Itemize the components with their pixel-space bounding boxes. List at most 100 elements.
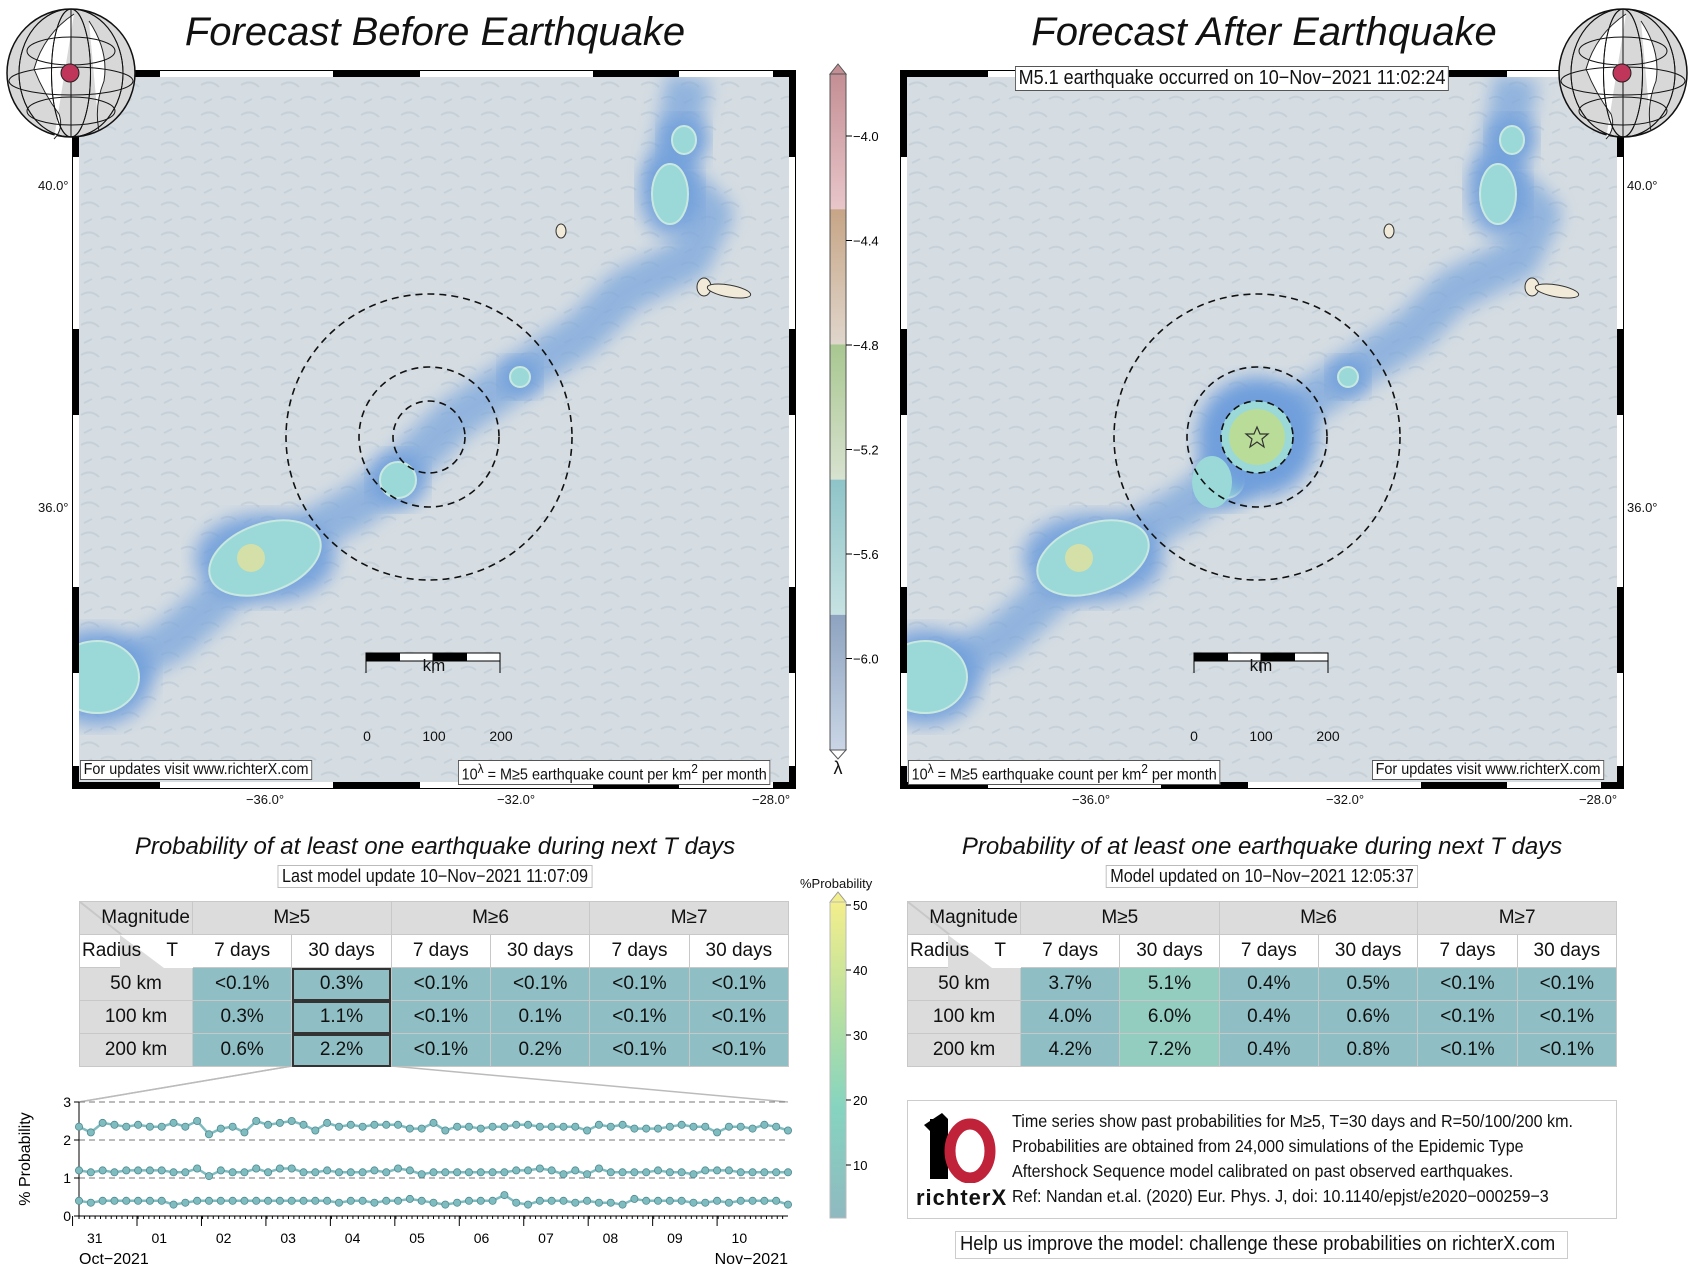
right-prob-title: Probability of at least one earthquake d… [961, 833, 1563, 860]
scale-unit: km [1249, 656, 1273, 675]
data-point [772, 1196, 781, 1205]
table-row: 100 km 4.0% 6.0% 0.4% 0.6% <0.1% <0.1% [907, 1000, 1618, 1034]
data-point [689, 1122, 698, 1131]
colorbar-tick-label: −5.2 [853, 443, 879, 458]
probability-cell[interactable]: 0.4% [1218, 967, 1319, 1001]
data-point [110, 1120, 119, 1129]
data-point [736, 1168, 745, 1177]
epicenter-star-icon [1244, 425, 1270, 449]
probability-cell[interactable]: <0.1% [1516, 1000, 1618, 1034]
probability-cell[interactable]: 0.8% [1317, 1033, 1419, 1067]
data-point [75, 1122, 84, 1131]
probability-cell[interactable]: 0.3% [291, 967, 392, 1001]
radius-label: 200 km [79, 1033, 193, 1067]
data-point [476, 1168, 485, 1177]
data-point [169, 1118, 178, 1127]
data-point [665, 1196, 674, 1205]
probability-cell[interactable]: <0.1% [688, 1000, 790, 1034]
probability-cell[interactable]: <0.1% [1516, 967, 1618, 1001]
data-point [654, 1166, 663, 1175]
probability-cell[interactable]: <0.1% [688, 1033, 790, 1067]
data-point [216, 1196, 225, 1205]
data-point [370, 1166, 379, 1175]
probability-cell[interactable]: 7.2% [1119, 1033, 1220, 1067]
data-point [760, 1120, 769, 1129]
data-point [571, 1122, 580, 1131]
activity-zone [1499, 125, 1525, 155]
probability-cell[interactable]: <0.1% [1417, 1000, 1518, 1034]
data-point [642, 1196, 651, 1205]
probability-cell[interactable]: <0.1% [390, 967, 491, 1001]
probability-cell[interactable]: <0.1% [589, 1033, 690, 1067]
data-point [157, 1166, 166, 1175]
probability-cell[interactable]: 0.4% [1218, 1033, 1319, 1067]
data-point [181, 1198, 190, 1207]
lat-label-right-40: 40.0° [1627, 178, 1658, 193]
period-header: 7 days [191, 934, 293, 968]
probability-cell[interactable]: 0.6% [191, 1033, 293, 1067]
data-point [464, 1168, 473, 1177]
help-link[interactable]: Help us improve the model: challenge the… [955, 1231, 1568, 1259]
data-point [216, 1166, 225, 1175]
period-header: 30 days [1516, 934, 1618, 968]
probability-cell[interactable]: <0.1% [390, 1033, 491, 1067]
frame-tick [901, 587, 907, 674]
probability-cell[interactable]: 6.0% [1119, 1000, 1220, 1034]
probability-cell[interactable]: <0.1% [688, 967, 790, 1001]
probability-cell[interactable]: <0.1% [390, 1000, 491, 1034]
data-point [264, 1120, 273, 1129]
data-point [169, 1200, 178, 1209]
y-tick-label: 3 [63, 1094, 71, 1110]
probability-cell[interactable]: 1.1% [291, 1000, 392, 1034]
island [706, 283, 752, 299]
probability-cell[interactable]: <0.1% [1516, 1033, 1618, 1067]
probability-cell[interactable]: 0.4% [1218, 1000, 1319, 1034]
radius-label: 50 km [79, 967, 193, 1001]
period-header: 7 days [1218, 934, 1319, 968]
data-point [382, 1168, 391, 1177]
probability-cell[interactable]: <0.1% [589, 1000, 690, 1034]
data-point [630, 1124, 639, 1133]
probability-cell[interactable]: 4.0% [1019, 1000, 1121, 1034]
data-point [559, 1122, 568, 1131]
x-tick-label: 31 [87, 1230, 103, 1246]
data-point [334, 1168, 343, 1177]
colorbar-min-arrow [828, 749, 848, 760]
probability-cell[interactable]: <0.1% [1417, 967, 1518, 1001]
radius-circle-200km [285, 293, 573, 581]
probability-cell[interactable]: 0.1% [489, 1000, 591, 1034]
data-point [204, 1196, 213, 1205]
data-point [134, 1196, 143, 1205]
data-point [488, 1168, 497, 1177]
probability-cell[interactable]: 0.5% [1317, 967, 1419, 1001]
probability-cell[interactable]: <0.1% [191, 967, 293, 1001]
right-forecast-map [907, 77, 1617, 782]
frame-tick [789, 329, 795, 416]
data-point [323, 1118, 332, 1127]
probability-cell[interactable]: <0.1% [489, 967, 591, 1001]
probability-cell[interactable]: <0.1% [1417, 1033, 1518, 1067]
probability-cell[interactable]: 0.3% [191, 1000, 293, 1034]
probability-cell[interactable]: 4.2% [1019, 1033, 1121, 1067]
x-tick-label: 04 [345, 1230, 361, 1246]
data-point [252, 1164, 261, 1173]
x-tick-label: 01 [151, 1230, 167, 1246]
probability-cell[interactable]: 5.1% [1119, 967, 1220, 1001]
data-point [193, 1117, 202, 1126]
colorbar-tick-label: −6.0 [853, 652, 879, 667]
probability-cell[interactable]: 0.2% [489, 1033, 591, 1067]
scale-bar-segment [1193, 652, 1228, 662]
info-box: richterX Time series show past probabili… [907, 1100, 1617, 1219]
prob-colorbar-title: %Probability [800, 876, 873, 891]
high-activity-spot [237, 544, 265, 572]
frame-tick [901, 766, 907, 788]
right-updates-note: For updates visit www.richterX.com [1372, 760, 1605, 780]
probability-cell[interactable]: <0.1% [589, 967, 690, 1001]
probability-cell[interactable]: 3.7% [1019, 967, 1121, 1001]
probability-cell[interactable]: 0.6% [1317, 1000, 1419, 1034]
probability-cell[interactable]: 2.2% [291, 1033, 392, 1067]
data-point [264, 1196, 273, 1205]
data-point [346, 1196, 355, 1205]
data-point [370, 1198, 379, 1207]
data-point [122, 1166, 131, 1175]
